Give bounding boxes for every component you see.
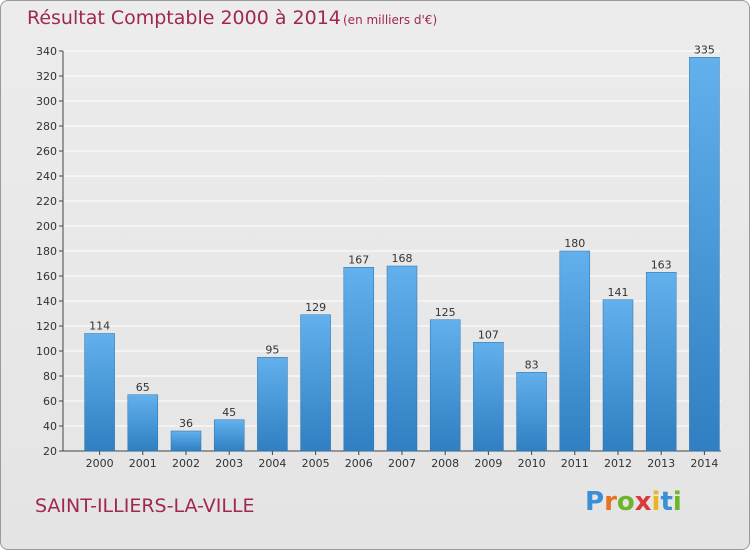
y-tick-label: 240 (36, 170, 57, 183)
y-tick-label: 180 (36, 245, 57, 258)
bar-2006 (343, 267, 375, 452)
y-tick-label: 100 (36, 345, 57, 358)
x-tick-label: 2008 (431, 457, 459, 470)
bar-2008 (429, 319, 461, 452)
x-tick-label: 2004 (258, 457, 286, 470)
value-label: 129 (305, 301, 326, 314)
y-tick-label: 140 (36, 295, 57, 308)
value-label: 141 (608, 286, 629, 299)
y-tick-label: 220 (36, 195, 57, 208)
x-tick-label: 2000 (86, 457, 114, 470)
bar-2012 (602, 299, 634, 452)
value-labels: 114 65 36 45 95 129 167 168 125 107 83 180 141 163 335 (89, 43, 715, 430)
chart-subtitle: (en milliers d'€) (343, 13, 438, 27)
y-tick-label: 200 (36, 220, 57, 233)
bars (84, 57, 720, 452)
value-label: 125 (435, 306, 456, 319)
bar-2007 (386, 265, 418, 452)
proxiti-logo: Proxiti (585, 487, 682, 517)
value-label: 114 (89, 320, 110, 333)
value-label: 168 (392, 252, 413, 265)
value-label: 335 (694, 43, 715, 56)
value-label: 45 (222, 406, 236, 419)
x-tick-label: 2011 (561, 457, 589, 470)
value-label: 180 (564, 237, 585, 250)
chart-title: Résultat Comptable 2000 à 2014 (27, 7, 341, 29)
bar-2005 (300, 314, 331, 452)
x-tick-label: 2012 (604, 457, 632, 470)
x-tick-label: 2001 (129, 457, 157, 470)
bar-2004 (257, 357, 288, 452)
value-label: 167 (348, 253, 369, 266)
y-tick-label: 120 (36, 320, 57, 333)
logo-letter: P (585, 487, 605, 517)
y-tick-label: 320 (36, 70, 57, 83)
y-tick-label: 300 (36, 95, 57, 108)
y-tick-label: 260 (36, 145, 57, 158)
x-tick-label: 2005 (302, 457, 330, 470)
x-tick-label: 2010 (518, 457, 546, 470)
y-tick-label: 340 (36, 45, 57, 58)
value-label: 95 (265, 343, 279, 356)
bar-2010 (516, 372, 547, 452)
y-tick-label: 80 (43, 370, 57, 383)
bar-2014 (689, 57, 720, 452)
logo-letter: x (634, 487, 652, 517)
x-tick-label: 2006 (345, 457, 373, 470)
y-tick-label: 20 (43, 445, 57, 458)
bar-2001 (127, 394, 159, 452)
value-label: 83 (525, 358, 539, 371)
bar-2000 (84, 333, 115, 452)
value-label: 65 (136, 381, 150, 394)
x-tick-label: 2014 (690, 457, 718, 470)
x-tick-label: 2007 (388, 457, 416, 470)
commune-name: SAINT-ILLIERS-LA-VILLE (35, 495, 255, 517)
bar-2003 (213, 419, 245, 452)
x-tick-label: 2002 (172, 457, 200, 470)
bar-2011 (559, 250, 591, 452)
bar-2013 (645, 272, 677, 452)
bar-2009 (473, 342, 504, 452)
x-tick-label: 2009 (474, 457, 502, 470)
value-label: 36 (179, 417, 193, 430)
y-tick-label: 280 (36, 120, 57, 133)
logo-letter: t (660, 487, 673, 517)
logo-letter: i (672, 487, 682, 517)
value-label: 107 (478, 328, 499, 341)
logo-letter: i (651, 487, 661, 517)
value-label: 163 (651, 258, 672, 271)
y-tick-label: 40 (43, 420, 57, 433)
logo-letter: r (604, 487, 617, 517)
y-tick-label: 160 (36, 270, 57, 283)
x-tick-label: 2003 (215, 457, 243, 470)
y-tick-label: 60 (43, 395, 57, 408)
bar-2002 (170, 430, 202, 452)
logo-letter: o (616, 487, 635, 517)
x-tick-label: 2013 (647, 457, 675, 470)
